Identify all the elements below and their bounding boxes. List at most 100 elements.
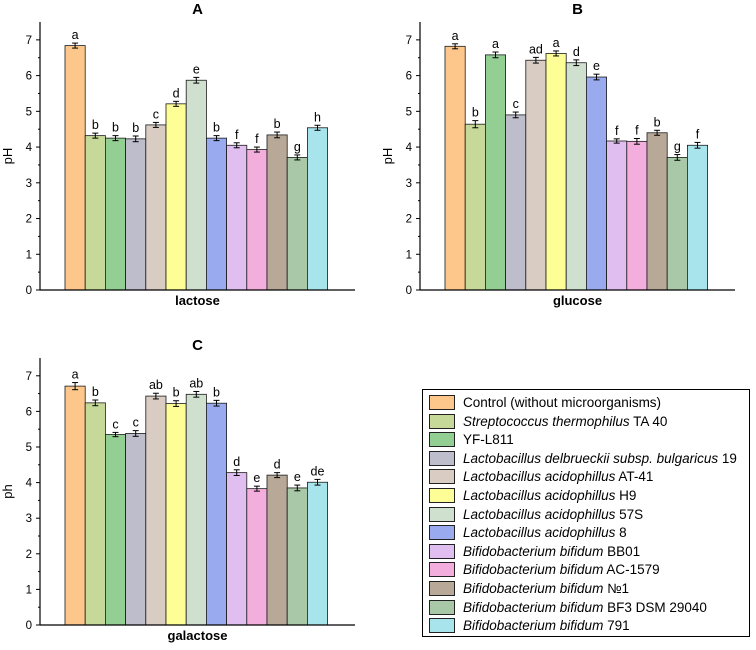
y-tick-label: 1 (406, 249, 412, 261)
significance-letter: b (132, 121, 139, 135)
bar (205, 137, 227, 291)
y-tick-label: 5 (26, 442, 32, 454)
legend-item: Lactobacillus delbrueckii subsp. bulgari… (429, 450, 737, 467)
legend-label: YF-L811 (463, 432, 514, 448)
significance-letter: a (492, 37, 499, 51)
significance-letter: f (255, 132, 259, 146)
y-tick-label: 2 (26, 549, 32, 561)
legend-item: Bifidobacterium bifidum №1 (429, 580, 629, 597)
significance-letter: d (233, 455, 240, 469)
legend-item: Lactobacillus acidophillus AT-41 (429, 468, 653, 485)
significance-letter: a (72, 28, 79, 42)
legend-item: Streptococcus thermophilus TA 40 (429, 413, 667, 430)
legend-item: YF-L811 (429, 431, 514, 448)
bar (64, 385, 86, 626)
legend-label: Lactobacillus acidophillus 8 (463, 525, 627, 541)
bar (306, 127, 328, 291)
legend-item: Bifidobacterium bifidum BB01 (429, 543, 640, 560)
legend-label: Bifidobacterium bifidum BF3 DSM 29040 (463, 599, 707, 615)
legend-label: Bifidobacterium bifidum AC-1579 (463, 562, 660, 578)
bar (125, 138, 147, 291)
y-tick-label: 1 (26, 249, 32, 261)
significance-letter: b (173, 386, 180, 400)
y-tick-label: 7 (26, 371, 32, 383)
significance-letter: c (112, 417, 118, 431)
bar (246, 149, 268, 291)
y-tick-label: 4 (406, 142, 413, 154)
significance-letter: a (553, 36, 560, 50)
y-tick-label: 6 (406, 71, 412, 83)
bar (266, 134, 288, 291)
panel-title: B (572, 1, 583, 18)
legend-item: Control (without microorganisms) (429, 394, 661, 411)
bar (606, 140, 628, 291)
significance-letter: a (72, 368, 79, 382)
significance-letter: e (593, 59, 600, 73)
legend-item: Lactobacillus acidophillus 57S (429, 506, 643, 523)
legend-label: Lactobacillus delbrueckii subsp. bulgari… (463, 450, 737, 466)
bar (464, 123, 486, 291)
bar (226, 144, 248, 291)
legend-item: Lactobacillus acidophillus 8 (429, 524, 627, 541)
y-tick-label: 6 (26, 71, 32, 83)
y-axis-label: ph (0, 484, 15, 498)
significance-letter: b (213, 385, 220, 399)
significance-letter: c (153, 107, 159, 121)
y-tick-label: 0 (26, 285, 32, 297)
bar (565, 62, 587, 291)
y-tick-label: 0 (26, 620, 32, 632)
x-axis-label: lactose (175, 293, 220, 308)
legend-swatch (429, 395, 455, 410)
legend-swatch (429, 506, 455, 522)
significance-letter: f (635, 123, 639, 137)
legend-swatch (429, 469, 455, 485)
legend: Control (without microorganisms) Streptoc… (422, 389, 750, 637)
x-axis-label: glucose (553, 293, 602, 308)
y-tick-label: 4 (26, 478, 33, 490)
bar (165, 103, 187, 291)
y-axis-label: pH (0, 148, 15, 165)
significance-letter: f (235, 128, 239, 142)
bar (125, 433, 147, 626)
y-tick-label: 5 (406, 106, 412, 118)
bar (306, 481, 328, 626)
significance-letter: e (193, 62, 200, 76)
legend-label: Bifidobacterium bifidum BB01 (463, 543, 641, 559)
legend-label: Bifidobacterium bifidum 791 (463, 618, 630, 634)
bar (246, 488, 268, 626)
significance-letter: e (294, 470, 301, 484)
significance-letter: ab (189, 376, 203, 390)
significance-letter: a (452, 29, 459, 43)
legend-label: Lactobacillus acidophillus 57S (463, 506, 644, 522)
bar (266, 474, 288, 626)
legend-label: Lactobacillus acidophillus AT-41 (463, 469, 654, 485)
bar (145, 395, 167, 626)
significance-letter: b (274, 117, 281, 131)
y-tick-label: 1 (26, 584, 32, 596)
legend-swatch (429, 618, 455, 634)
y-tick-label: 3 (406, 178, 412, 190)
legend-label: Streptococcus thermophilus TA 40 (463, 413, 668, 429)
bar (586, 76, 608, 291)
legend-item: Bifidobacterium bifidum 791 (429, 617, 630, 634)
bar (185, 393, 207, 626)
legend-swatch (429, 599, 455, 615)
panel-title: C (192, 337, 203, 354)
legend-swatch (429, 543, 455, 559)
significance-letter: ab (149, 378, 163, 392)
bar (145, 124, 167, 291)
bar (185, 79, 207, 291)
legend-swatch (429, 525, 455, 541)
bar (84, 135, 106, 291)
bar (545, 53, 567, 291)
y-tick-label: 2 (26, 214, 32, 226)
x-axis-label: galactose (168, 628, 228, 643)
bar (226, 472, 248, 626)
y-tick-label: 0 (406, 285, 412, 297)
significance-letter: g (674, 140, 681, 154)
panel-title: A (192, 1, 203, 18)
significance-letter: c (133, 416, 139, 430)
